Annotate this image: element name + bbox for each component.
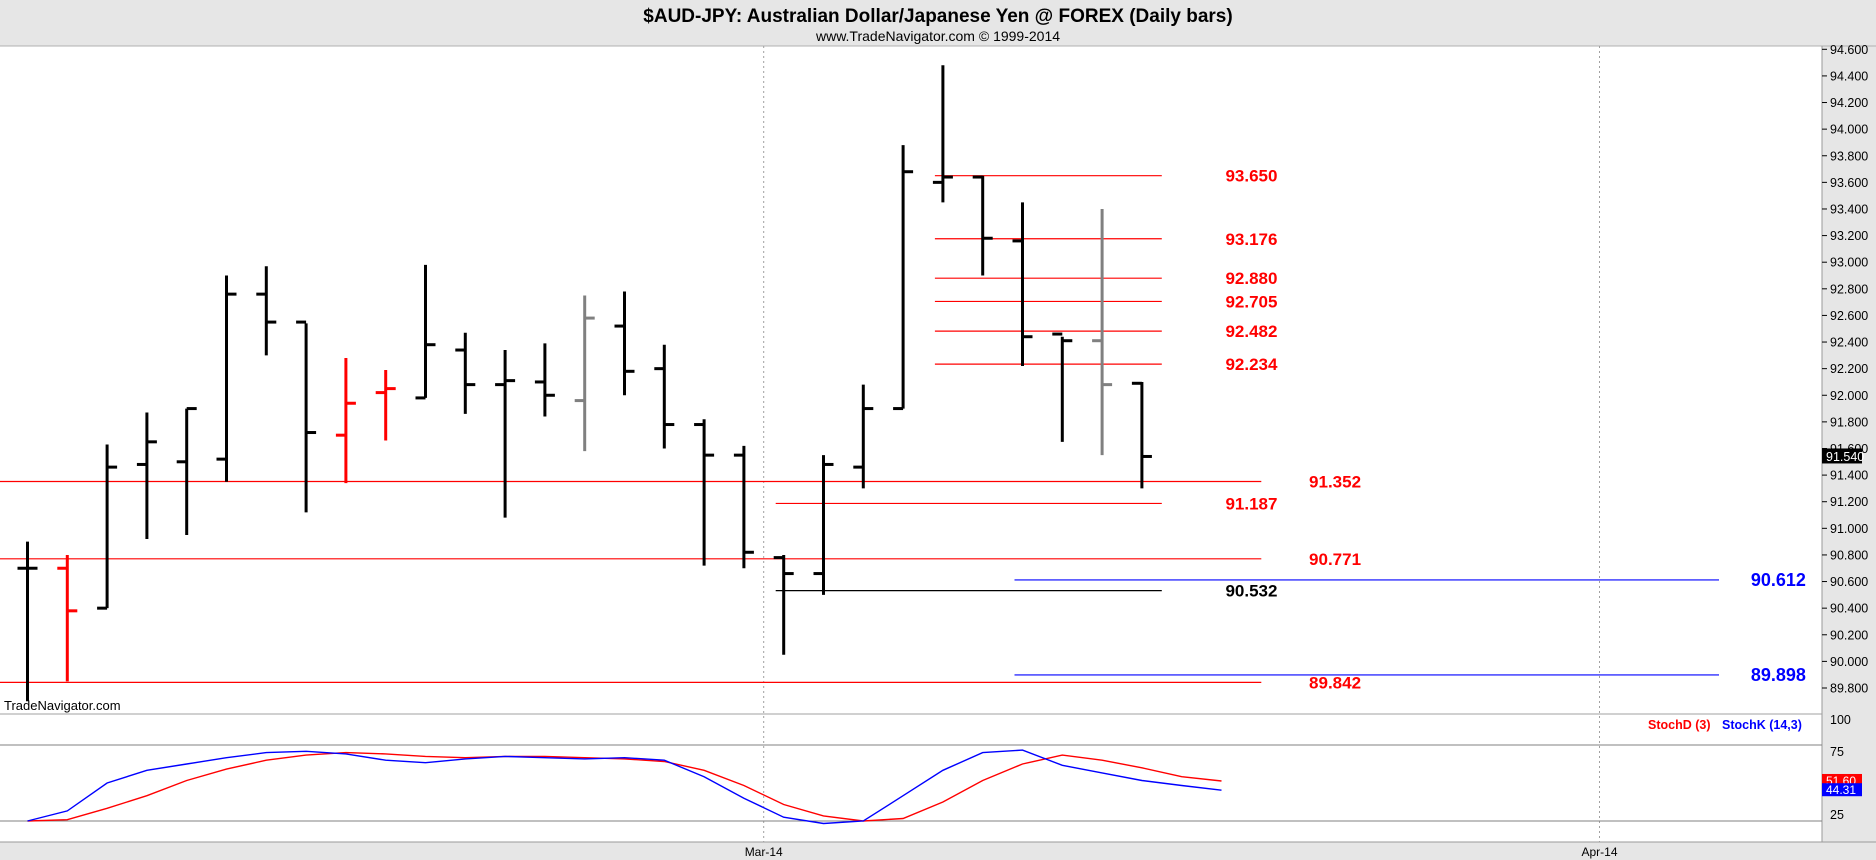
level-label: 93.650: [1225, 167, 1277, 186]
last-price-marker: [1822, 448, 1862, 464]
ohlc-bar: [1092, 208, 1113, 456]
price-tick-label: 90.400: [1830, 602, 1868, 616]
level-label: 90.532: [1225, 582, 1277, 601]
ohlc-bar: [534, 343, 555, 417]
ohlc-bar: [932, 65, 953, 203]
ohlc-bar: [1131, 381, 1152, 489]
stoch-tick-label: 75: [1830, 745, 1844, 759]
stoch-k-marker: [1822, 783, 1862, 797]
stoch-k-value: 44.31: [1826, 783, 1856, 797]
ohlc-bar: [455, 332, 476, 414]
price-tick-label: 94.600: [1830, 43, 1868, 57]
price-tick-label: 94.400: [1830, 69, 1868, 83]
price-tick-label: 93.600: [1830, 176, 1868, 190]
ohlc-bar: [853, 384, 874, 489]
price-tick-label: 90.600: [1830, 575, 1868, 589]
price-tick-label: 93.200: [1830, 229, 1868, 243]
price-tick-label: 91.200: [1830, 495, 1868, 509]
price-tick-label: 91.800: [1830, 415, 1868, 429]
level-label: 89.898: [1751, 665, 1806, 685]
level-label: 91.187: [1225, 494, 1277, 513]
level-label: 92.482: [1225, 322, 1277, 341]
price-tick-label: 92.600: [1830, 309, 1868, 323]
ohlc-bar: [335, 358, 356, 484]
stoch-legend-label: StochK (14,3): [1722, 718, 1802, 732]
ohlc-bar: [296, 320, 317, 513]
price-tick-label: 92.800: [1830, 282, 1868, 296]
ohlc-bar: [256, 266, 277, 356]
price-tick-label: 92.200: [1830, 362, 1868, 376]
time-tick-label: Apr-14: [1581, 845, 1617, 859]
ohlc-bar: [57, 554, 78, 682]
level-label: 91.352: [1309, 472, 1361, 491]
price-tick-label: 91.000: [1830, 522, 1868, 536]
ohlc-bar: [17, 541, 38, 702]
ohlc-bar: [893, 145, 914, 411]
price-tick-label: 94.200: [1830, 96, 1868, 110]
level-label: 89.842: [1309, 673, 1361, 692]
price-tick-label: 89.800: [1830, 682, 1868, 696]
last-price-label: 91.540: [1826, 450, 1864, 464]
stoch-tick-label: 25: [1830, 808, 1844, 822]
time-tick-label: Mar-14: [745, 845, 783, 859]
level-label: 90.612: [1751, 570, 1806, 590]
ohlc-bar: [1012, 202, 1033, 366]
price-tick-label: 90.000: [1830, 655, 1868, 669]
level-label: 92.880: [1225, 269, 1277, 288]
price-tick-label: 93.800: [1830, 149, 1868, 163]
level-label: 92.234: [1225, 355, 1278, 374]
title-bar: [0, 0, 1876, 46]
ohlc-bar: [216, 275, 237, 482]
ohlc-bar: [733, 445, 754, 569]
stoch-tick-label: 100: [1830, 713, 1851, 727]
price-tick-label: 90.800: [1830, 548, 1868, 562]
watermark-text: TradeNavigator.com: [4, 698, 121, 713]
ohlc-bar: [136, 412, 157, 539]
ohlc-bar: [694, 419, 715, 566]
ohlc-bar: [1052, 332, 1073, 442]
stoch-k-line: [27, 749, 1222, 825]
stoch-legend-label: StochD (3): [1648, 718, 1711, 732]
ohlc-bar: [813, 455, 834, 595]
price-tick-label: 92.400: [1830, 336, 1868, 350]
level-label: 90.771: [1309, 550, 1361, 569]
chart-subtitle: www.TradeNavigator.com © 1999-2014: [815, 28, 1060, 44]
price-tick-label: 91.400: [1830, 469, 1868, 483]
price-tick-label: 93.000: [1830, 256, 1868, 270]
stoch-d-line: [27, 751, 1222, 822]
level-label: 92.705: [1225, 292, 1277, 311]
ohlc-bar: [97, 444, 118, 610]
price-tick-label: 90.200: [1830, 628, 1868, 642]
ohlc-bar: [614, 291, 635, 396]
time-axis-panel: [0, 842, 1876, 860]
ohlc-bar: [574, 295, 595, 452]
ohlc-bar: [773, 554, 794, 655]
ohlc-bar: [176, 407, 197, 535]
ohlc-bar: [654, 344, 675, 449]
ohlc-bar: [375, 369, 396, 441]
price-tick-label: 92.000: [1830, 389, 1868, 403]
level-label: 93.176: [1225, 230, 1277, 249]
price-tick-label: 94.000: [1830, 123, 1868, 137]
ohlc-bar: [415, 264, 436, 400]
ohlc-bar: [495, 350, 516, 518]
ohlc-bar: [972, 175, 993, 276]
chart-title: $AUD-JPY: Australian Dollar/Japanese Yen…: [643, 6, 1232, 27]
price-tick-label: 93.400: [1830, 202, 1868, 216]
